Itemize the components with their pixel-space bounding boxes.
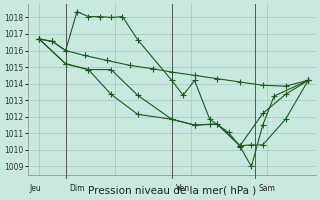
Text: Dim: Dim	[69, 184, 85, 193]
Text: Sam: Sam	[259, 184, 276, 193]
Text: Ven: Ven	[176, 184, 190, 193]
X-axis label: Pression niveau de la mer( hPa ): Pression niveau de la mer( hPa )	[88, 186, 256, 196]
Text: Jeu: Jeu	[30, 184, 41, 193]
